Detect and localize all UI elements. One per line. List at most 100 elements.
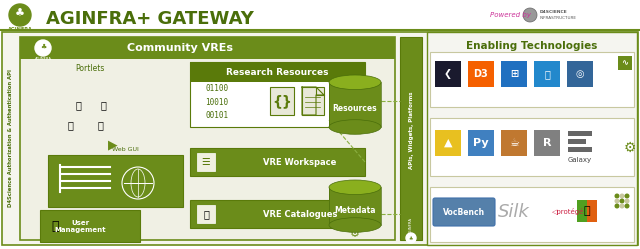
Text: Research Resources: Research Resources: [226, 67, 328, 76]
Text: Silk: Silk: [498, 203, 530, 221]
Text: 🔍: 🔍: [75, 100, 81, 110]
Bar: [20, 37, 395, 59]
Bar: [190, 62, 365, 127]
Circle shape: [620, 199, 624, 203]
Text: ⚙: ⚙: [350, 229, 360, 239]
Bar: [48, 155, 183, 207]
Bar: [568, 139, 586, 144]
Bar: [618, 56, 632, 70]
Text: ⚙: ⚙: [624, 141, 636, 155]
Bar: [430, 118, 634, 176]
Bar: [430, 52, 634, 107]
Bar: [577, 200, 587, 222]
Bar: [190, 148, 365, 176]
Bar: [427, 32, 637, 245]
Text: {}: {}: [272, 94, 292, 108]
Bar: [534, 61, 560, 87]
Text: 🌐: 🌐: [544, 69, 550, 79]
Ellipse shape: [329, 218, 381, 232]
Circle shape: [615, 199, 619, 203]
Text: ♣: ♣: [40, 44, 46, 50]
Text: ⊞: ⊞: [510, 69, 518, 79]
Bar: [577, 200, 597, 222]
Bar: [501, 130, 527, 156]
Ellipse shape: [329, 180, 381, 194]
Bar: [20, 37, 395, 240]
Text: Metadata: Metadata: [334, 205, 376, 214]
Bar: [534, 130, 560, 156]
Text: 👥: 👥: [97, 120, 103, 130]
Circle shape: [615, 194, 619, 198]
Text: ◎: ◎: [576, 69, 584, 79]
Bar: [197, 205, 215, 223]
Text: VocBench: VocBench: [443, 207, 485, 216]
Text: AGINFRA: AGINFRA: [35, 57, 51, 61]
Text: D4SCIENCE: D4SCIENCE: [540, 10, 568, 14]
Bar: [2, 32, 638, 245]
Text: AGINFRA: AGINFRA: [8, 27, 33, 32]
Text: R: R: [543, 138, 551, 148]
FancyBboxPatch shape: [433, 198, 495, 226]
Text: D3: D3: [474, 69, 488, 79]
Text: APIs, Widgets, Platforms: APIs, Widgets, Platforms: [408, 91, 413, 169]
Bar: [190, 200, 365, 228]
Bar: [435, 130, 461, 156]
Text: Enabling Technologies: Enabling Technologies: [467, 41, 598, 51]
Text: VRE Catalogues: VRE Catalogues: [263, 209, 337, 219]
Circle shape: [122, 167, 154, 199]
Text: 📗: 📗: [584, 206, 590, 216]
Circle shape: [9, 4, 31, 26]
Bar: [468, 130, 494, 156]
Text: 📌: 📌: [67, 120, 73, 130]
Text: Resources: Resources: [333, 104, 378, 113]
Circle shape: [615, 204, 619, 208]
Text: ❮: ❮: [444, 69, 452, 79]
Text: ♣: ♣: [15, 9, 25, 19]
Text: AGINFRA+ GATEWAY: AGINFRA+ GATEWAY: [46, 10, 254, 28]
Text: Portlets: Portlets: [76, 63, 105, 72]
Bar: [329, 82, 381, 127]
Circle shape: [620, 204, 624, 208]
Circle shape: [523, 8, 537, 22]
Circle shape: [625, 204, 628, 208]
Text: ☕: ☕: [509, 138, 519, 148]
Text: 01100
10010
00101: 01100 10010 00101: [205, 84, 228, 120]
Ellipse shape: [329, 75, 381, 90]
Bar: [468, 61, 494, 87]
Bar: [501, 61, 527, 87]
Bar: [0, 0, 640, 30]
Circle shape: [625, 194, 628, 198]
Circle shape: [35, 40, 51, 56]
Circle shape: [620, 194, 624, 198]
Text: AGINFRA: AGINFRA: [409, 216, 413, 234]
Circle shape: [406, 233, 416, 243]
Circle shape: [625, 199, 628, 203]
Text: ☰: ☰: [202, 157, 211, 167]
Text: VRE Workspace: VRE Workspace: [263, 158, 337, 167]
Bar: [302, 87, 324, 115]
Text: INFRASTRUCTURE: INFRASTRUCTURE: [540, 16, 577, 20]
Bar: [567, 61, 593, 87]
Bar: [40, 210, 140, 242]
Text: Community VREs: Community VREs: [127, 43, 233, 53]
Text: Galaxy: Galaxy: [568, 157, 592, 163]
Bar: [568, 147, 592, 152]
Bar: [197, 153, 215, 171]
Bar: [435, 61, 461, 87]
Text: 💬: 💬: [100, 100, 106, 110]
Ellipse shape: [329, 120, 381, 134]
Text: ▲: ▲: [444, 138, 452, 148]
Text: ∿: ∿: [621, 59, 628, 67]
Bar: [568, 131, 592, 136]
Bar: [329, 187, 381, 225]
Text: Powered by: Powered by: [490, 12, 531, 18]
Text: 🗂: 🗂: [203, 209, 209, 219]
Text: 👤: 👤: [51, 220, 59, 233]
Text: D4Science Authorization & Authentication API: D4Science Authorization & Authentication…: [8, 69, 13, 207]
Text: ◁protégé: ◁protégé: [552, 207, 584, 214]
Bar: [400, 37, 422, 240]
Bar: [270, 87, 294, 115]
Text: Web GUI: Web GUI: [111, 147, 138, 152]
Text: ♣: ♣: [409, 236, 413, 241]
Bar: [190, 62, 365, 82]
